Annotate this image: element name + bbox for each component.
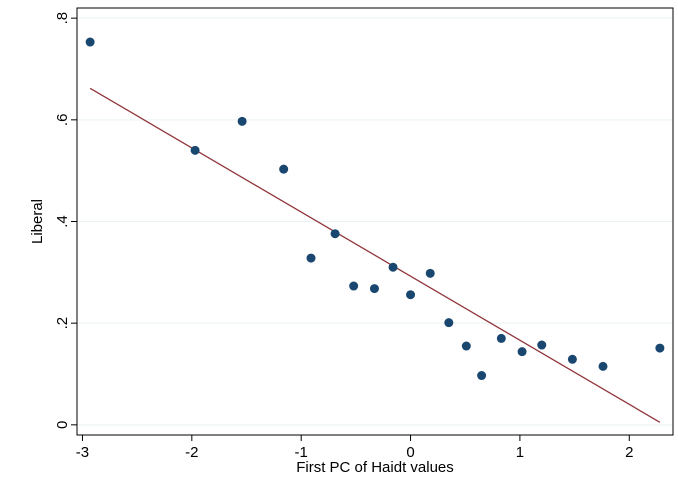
data-point	[517, 347, 527, 357]
y-axis-title: Liberal	[29, 199, 46, 244]
y-axis: 0 .2 .4 .6 .8	[54, 12, 77, 429]
data-point	[655, 343, 665, 353]
data-point	[598, 361, 608, 371]
data-point	[369, 284, 379, 294]
points-layer	[85, 37, 665, 381]
y-tick-label: .8	[54, 12, 71, 25]
y-tick-label: 0	[54, 421, 71, 429]
grid-lines	[77, 17, 673, 426]
x-tick-label: -3	[76, 444, 89, 461]
data-point	[496, 333, 506, 343]
fit-line-layer	[89, 87, 661, 423]
x-tick-label: 1	[516, 444, 524, 461]
data-point	[477, 371, 487, 381]
data-point	[537, 340, 547, 350]
data-point	[444, 318, 454, 328]
x-tick-label: -1	[295, 444, 308, 461]
data-point	[425, 268, 435, 278]
x-axis-title: First PC of Haidt values	[296, 459, 454, 476]
x-tick-label: 2	[625, 444, 633, 461]
y-tick-label: .4	[54, 215, 71, 228]
data-point	[388, 262, 398, 272]
y-tick-label: .6	[54, 114, 71, 127]
y-tick-label: .2	[54, 317, 71, 330]
data-point	[279, 164, 289, 174]
x-tick-label: 0	[406, 444, 414, 461]
data-point	[567, 354, 577, 364]
data-point	[330, 229, 340, 239]
data-point	[190, 145, 200, 155]
data-point	[306, 253, 316, 263]
x-tick-label: -2	[185, 444, 198, 461]
data-point	[85, 37, 95, 47]
data-point	[349, 281, 359, 291]
data-point	[461, 341, 471, 351]
fit-line	[89, 87, 661, 423]
data-point	[237, 116, 247, 126]
x-axis: -3 -2 -1 0 1 2	[76, 435, 633, 461]
data-point	[406, 290, 416, 300]
